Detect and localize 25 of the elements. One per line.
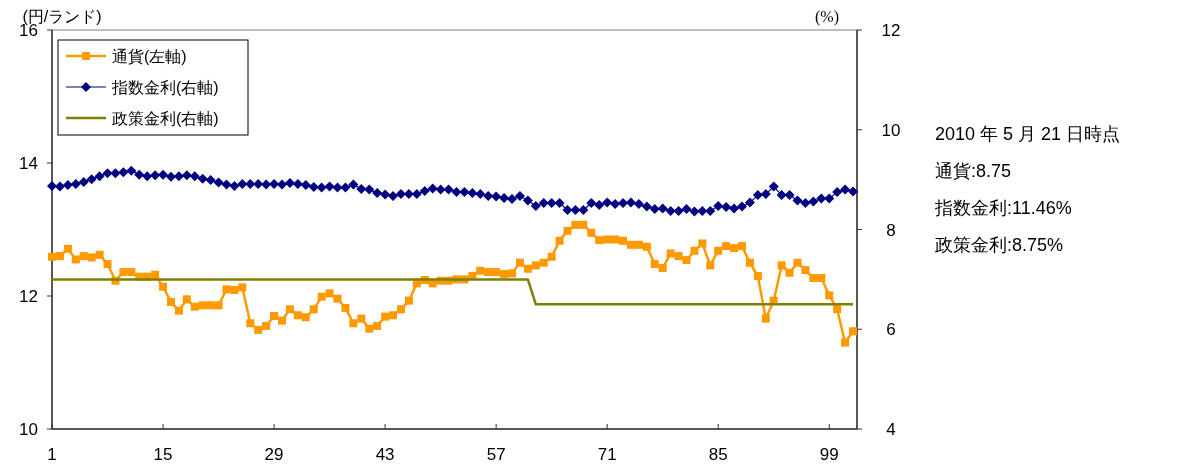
y-tick-label: 14 xyxy=(19,154,38,173)
y2-axis-title: (%) xyxy=(815,8,839,26)
x-tick-label: 71 xyxy=(597,445,617,464)
text: 指数金利:11.46% xyxy=(934,198,1072,218)
x-tick-label: 85 xyxy=(708,445,728,464)
x-tick-label: 43 xyxy=(375,445,395,464)
text: 2010 年 5 月 21 日時点 xyxy=(935,124,1121,144)
text: 通貨:8.75 xyxy=(935,161,1012,181)
legend-label: 指数金利(右軸) xyxy=(111,79,219,96)
x-tick-label: 57 xyxy=(486,445,506,464)
y2-tick-label: 12 xyxy=(881,21,901,40)
y2-tick-label: 8 xyxy=(886,220,896,240)
x-tick-label: 1 xyxy=(47,445,57,464)
y2-tick-label: 6 xyxy=(886,320,896,340)
x-tick-label: 15 xyxy=(153,445,173,464)
y-axis-title: (円/ランド) xyxy=(22,8,102,25)
y2-tick-label: 10 xyxy=(881,120,901,140)
legend-label: 通貨(左軸) xyxy=(112,48,187,65)
y2-tick-label: 4 xyxy=(886,420,896,439)
y-tick-label: 10 xyxy=(19,420,38,439)
text: 政策金利:8.75% xyxy=(935,235,1064,255)
x-tick-label: 29 xyxy=(264,445,284,464)
legend-label: 政策金利(右軸) xyxy=(112,110,219,127)
x-tick-label: 99 xyxy=(819,445,839,464)
y-tick-label: 12 xyxy=(19,287,38,306)
